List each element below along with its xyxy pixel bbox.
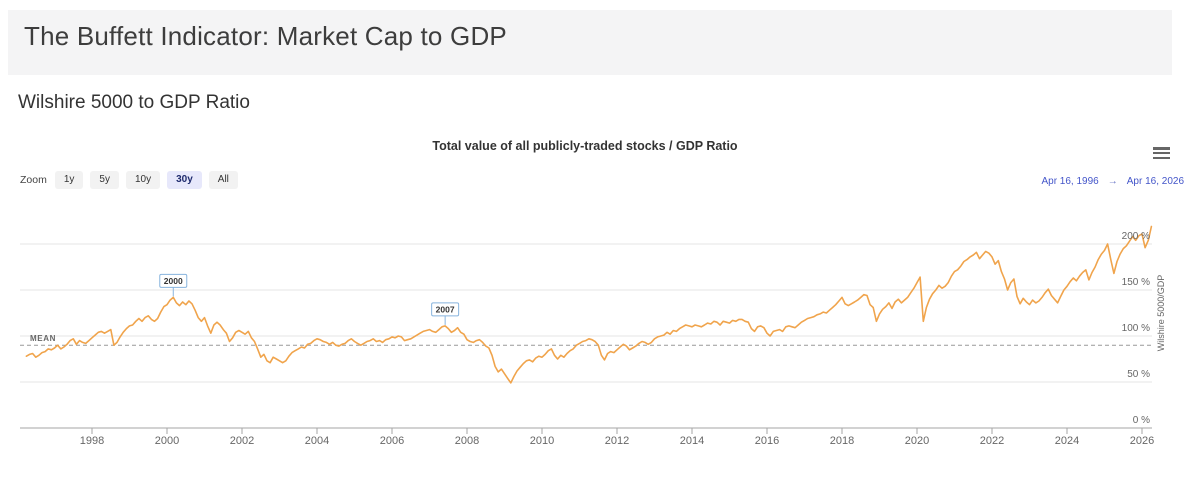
menu-bar-icon bbox=[1153, 147, 1170, 150]
date-range-selector: Apr 16, 1996 → Apr 16, 2026 bbox=[1041, 176, 1184, 187]
menu-bar-icon bbox=[1153, 156, 1170, 160]
zoom-button-30y[interactable]: 30y bbox=[167, 171, 202, 189]
x-axis-label: 2004 bbox=[305, 435, 329, 447]
annotation-flag-2000[interactable] bbox=[159, 273, 188, 288]
section-title: Wilshire 5000 to GDP Ratio bbox=[18, 92, 250, 113]
x-axis-label: 2026 bbox=[1130, 435, 1154, 447]
chart-title: Total value of all publicly-traded stock… bbox=[432, 139, 738, 153]
x-axis-label: 2012 bbox=[605, 435, 629, 447]
x-axis-label: 2018 bbox=[830, 435, 854, 447]
page-title: The Buffett Indicator: Market Cap to GDP bbox=[24, 21, 507, 51]
x-axis-label: 2008 bbox=[455, 435, 479, 447]
x-axis-label: 2022 bbox=[980, 435, 1004, 447]
range-arrow-icon: → bbox=[1107, 176, 1118, 187]
y-axis-label: 50 % bbox=[1127, 369, 1150, 380]
y-axis-label: 150 % bbox=[1122, 277, 1150, 288]
x-axis-label: 2010 bbox=[530, 435, 554, 447]
range-from-input[interactable]: Apr 16, 1996 bbox=[1041, 176, 1099, 187]
app-header: The Buffett Indicator: Market Cap to GDP bbox=[8, 10, 1172, 75]
annotation-flag-label: 2000 bbox=[164, 276, 183, 286]
x-axis-label: 2006 bbox=[380, 435, 404, 447]
zoom-button-5y[interactable]: 5y bbox=[90, 171, 119, 189]
annotation-flag-2007[interactable] bbox=[431, 302, 460, 317]
zoom-button-10y[interactable]: 10y bbox=[125, 171, 161, 189]
zoom-label: Zoom bbox=[20, 174, 47, 186]
zoom-button-1y[interactable]: 1y bbox=[54, 171, 84, 189]
range-to-input[interactable]: Apr 16, 2026 bbox=[1126, 176, 1184, 187]
y-axis-title: Wilshire 5000/GDP bbox=[1156, 275, 1166, 352]
x-axis-label: 2000 bbox=[155, 435, 179, 447]
menu-bar-icon bbox=[1153, 151, 1170, 155]
mean-label: MEAN bbox=[30, 334, 56, 343]
series-line[interactable] bbox=[25, 225, 1153, 384]
x-axis-label: 2020 bbox=[905, 435, 929, 447]
y-axis-label: 200 % bbox=[1122, 231, 1150, 242]
zoom-buttons: Zoom 1y 5y 10y 30y All bbox=[20, 171, 238, 189]
x-axis-label: 1998 bbox=[80, 435, 104, 447]
x-axis-label: 2014 bbox=[680, 435, 704, 447]
y-axis-label: 100 % bbox=[1122, 323, 1150, 334]
chart-context-menu-icon[interactable] bbox=[1153, 147, 1170, 161]
x-axis-label: 2016 bbox=[755, 435, 779, 447]
zoom-button-all[interactable]: All bbox=[208, 171, 238, 189]
y-axis-label: 0 % bbox=[1133, 415, 1150, 426]
annotation-flag-label: 2007 bbox=[436, 304, 455, 314]
x-axis-label: 2002 bbox=[230, 435, 254, 447]
x-axis-label: 2024 bbox=[1055, 435, 1079, 447]
